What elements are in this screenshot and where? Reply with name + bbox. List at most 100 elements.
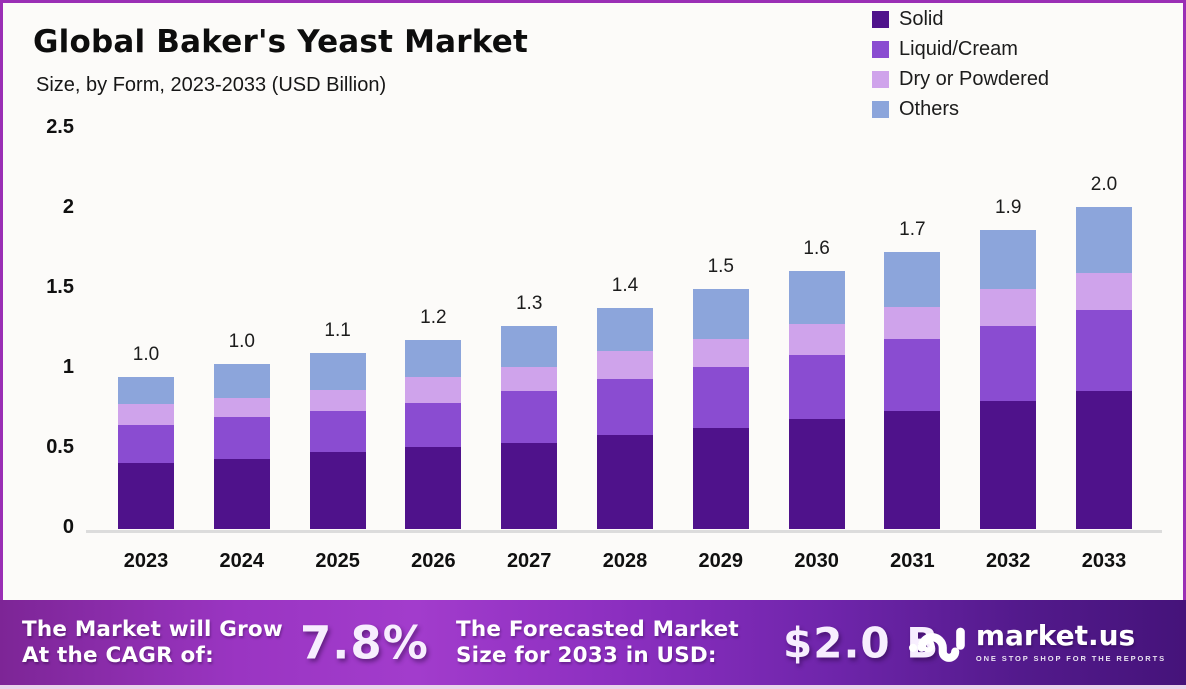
bar-value-label: 1.4 — [611, 275, 639, 297]
bar-segment-liquid-cream — [213, 416, 270, 459]
x-tick-label: 2030 — [794, 550, 839, 572]
bar-value-label: 1.0 — [228, 331, 255, 353]
legend-label: Dry or Powdered — [899, 68, 1050, 90]
x-tick-label: 2033 — [1081, 550, 1127, 572]
legend-item-solid: Solid — [872, 8, 1049, 31]
x-axis-line — [86, 530, 1162, 533]
marketus-logo-text: market.us ONE STOP SHOP FOR THE REPORTS — [975, 619, 1166, 664]
bar-value-label: 2.0 — [1090, 174, 1118, 196]
bar-value-label: 1.7 — [899, 219, 926, 241]
bar-segment-liquid-cream — [788, 354, 845, 419]
bar-segment-others — [597, 308, 653, 352]
x-tick-label: 2024 — [219, 550, 265, 572]
x-tick-label: 2031 — [890, 550, 935, 572]
y-tick-label: 1 — [62, 356, 74, 378]
bar-segment-others — [1076, 207, 1132, 273]
x-tick-label: 2028 — [602, 550, 648, 572]
x-tick-label: 2025 — [315, 550, 360, 572]
stacked-bar-2024 — [213, 364, 270, 529]
legend-item-others: Others — [872, 98, 1049, 121]
bar-value-label: 1.0 — [132, 344, 160, 365]
bar-value-label: 1.2 — [420, 307, 447, 329]
legend-swatch — [872, 71, 889, 88]
bar-segment-dry-or-powdered — [213, 397, 270, 417]
bar-segment-dry-or-powdered — [788, 324, 845, 355]
bar-segment-dry-or-powdered — [1076, 272, 1132, 310]
bar-segment-dry-or-powdered — [118, 404, 174, 425]
stacked-bar-2030 — [788, 271, 845, 529]
stacked-bar-2025 — [309, 353, 366, 529]
legend: Solid Liquid/Cream Dry or Powdered Others — [872, 8, 1049, 128]
legend-swatch — [872, 41, 889, 58]
bar-segment-liquid-cream — [309, 410, 366, 453]
bar-value-label: 1.1 — [324, 320, 351, 341]
stacked-bar-2026 — [405, 340, 462, 529]
bar-segment-dry-or-powdered — [597, 351, 653, 379]
legend-label: Solid — [899, 8, 944, 30]
bar-segment-liquid-cream — [118, 424, 174, 464]
y-tick-label: 0.5 — [46, 436, 74, 458]
x-tick-label: 2023 — [123, 550, 169, 572]
bar-segment-liquid-cream — [884, 338, 941, 411]
cagr-label: The Market will Grow At the CAGR of: — [22, 616, 283, 668]
bar-segment-dry-or-powdered — [884, 306, 941, 339]
bar-segment-solid — [597, 434, 653, 529]
stacked-bar-2029 — [692, 289, 749, 529]
bar-value-label: 1.6 — [803, 238, 830, 260]
stacked-bar-2033 — [1076, 207, 1132, 529]
bar-segment-others — [788, 271, 845, 325]
legend-swatch — [872, 101, 889, 118]
legend-swatch — [872, 11, 889, 28]
x-tick-label: 2032 — [985, 550, 1031, 572]
bar-segment-solid — [405, 447, 462, 529]
forecast-label-line2: Size for 2033 in USD: — [456, 642, 717, 668]
y-tick-label: 2.5 — [46, 116, 74, 138]
bar-segment-others — [692, 289, 749, 339]
cagr-label-line1: The Market will Grow — [22, 616, 283, 642]
forecast-value: $2.0 B — [783, 618, 940, 667]
cagr-label-line2: At the CAGR of: — [22, 642, 214, 668]
y-tick-label: 0 — [62, 516, 74, 538]
bar-segment-solid — [692, 428, 749, 529]
forecast-label-line1: The Forecasted Market — [456, 616, 739, 642]
bar-segment-liquid-cream — [1076, 309, 1132, 392]
bar-segment-liquid-cream — [405, 402, 462, 448]
marketus-logo-icon — [908, 627, 965, 662]
bar-segment-dry-or-powdered — [980, 288, 1037, 326]
x-tick-label: 2027 — [506, 550, 552, 572]
bar-segment-dry-or-powdered — [405, 376, 462, 403]
bar-segment-solid — [309, 452, 366, 529]
cagr-value: 7.8% — [300, 616, 429, 669]
bar-segment-liquid-cream — [692, 367, 749, 429]
bottom-strip — [0, 685, 1186, 689]
bar-value-label: 1.3 — [515, 292, 543, 314]
x-tick-label: 2029 — [698, 550, 744, 572]
bar-segment-others — [309, 353, 366, 390]
bar-segment-others — [213, 364, 270, 398]
stacked-bar-2027 — [501, 325, 558, 529]
brand-name: market.us — [975, 619, 1136, 652]
bar-segment-others — [884, 252, 941, 307]
marketus-logo: market.us ONE STOP SHOP FOR THE REPORTS — [908, 620, 1166, 666]
legend-label: Others — [899, 98, 960, 120]
y-tick-label: 2 — [62, 196, 74, 218]
stacked-bar-2031 — [884, 252, 941, 529]
footer-banner: The Market will Grow At the CAGR of: 7.8… — [0, 600, 1186, 685]
stacked-bar-2028 — [597, 308, 653, 529]
x-tick-label: 2026 — [411, 550, 456, 572]
brand-tagline: ONE STOP SHOP FOR THE REPORTS — [975, 654, 1166, 663]
bar-segment-dry-or-powdered — [309, 389, 366, 411]
page-subtitle: Size, by Form, 2023-2033 (USD Billion) — [36, 74, 387, 96]
bar-segment-solid — [788, 418, 845, 529]
page-title: Global Baker's Yeast Market — [33, 24, 528, 60]
bar-segment-liquid-cream — [980, 325, 1037, 401]
legend-item-liquid-cream: Liquid/Cream — [872, 38, 1049, 61]
bar-value-label: 1.9 — [994, 196, 1022, 218]
bar-segment-liquid-cream — [501, 391, 558, 443]
bar-segment-solid — [1076, 391, 1132, 529]
bar-segment-others — [980, 229, 1037, 289]
bar-segment-dry-or-powdered — [692, 338, 749, 368]
bar-value-label: 1.5 — [707, 256, 734, 277]
legend-label: Liquid/Cream — [899, 38, 1018, 60]
